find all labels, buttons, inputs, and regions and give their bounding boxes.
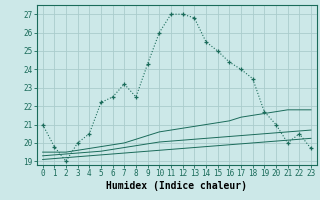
X-axis label: Humidex (Indice chaleur): Humidex (Indice chaleur) [106, 181, 247, 191]
